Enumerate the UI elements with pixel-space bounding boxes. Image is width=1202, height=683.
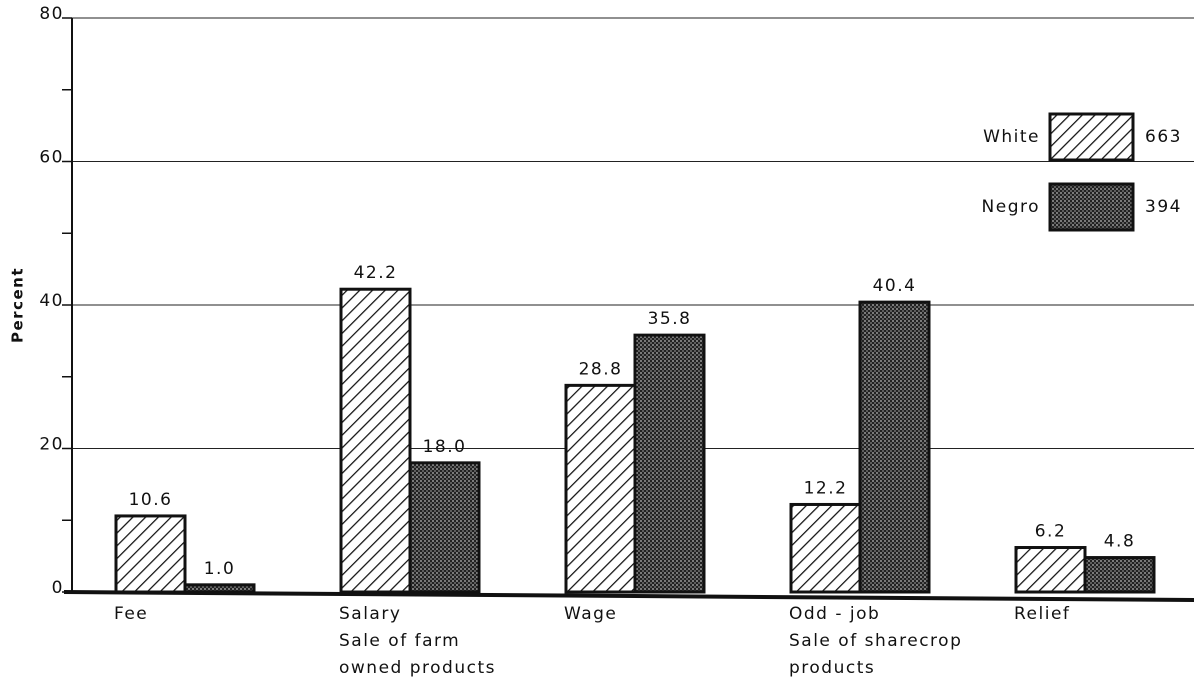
bar — [183, 583, 256, 594]
x-tick-label: products — [789, 658, 875, 678]
x-tick-label: Sale of farm — [339, 631, 460, 651]
y-tick-label: 0 — [52, 578, 64, 598]
data-label: 40.4 — [873, 276, 917, 296]
data-label: 4.8 — [1104, 532, 1136, 552]
data-label: 1.0 — [204, 559, 236, 579]
data-label: 28.8 — [579, 359, 623, 379]
data-label: 12.2 — [804, 478, 848, 498]
legend-swatch — [1048, 182, 1135, 232]
bar — [114, 514, 187, 594]
data-label: 18.0 — [423, 437, 467, 457]
bar — [858, 300, 931, 594]
x-tick-label: Relief — [1014, 604, 1070, 624]
bar — [564, 383, 637, 594]
x-tick-label: Fee — [114, 604, 148, 624]
x-tick-label: Odd - job — [789, 604, 880, 624]
x-tick-label: Wage — [564, 604, 617, 624]
legend-label: White — [983, 127, 1040, 147]
data-label: 10.6 — [129, 490, 173, 510]
bar — [789, 502, 862, 594]
y-tick-label: 40 — [39, 291, 64, 311]
legend-label: Negro — [982, 197, 1040, 217]
x-tick-label: Salary — [339, 604, 401, 624]
data-label: 6.2 — [1035, 522, 1067, 542]
x-tick-label: Sale of sharecrop — [789, 631, 962, 651]
bar — [1014, 546, 1087, 594]
legend-count: 394 — [1145, 197, 1182, 217]
x-tick-label: owned products — [339, 658, 496, 678]
y-tick-label: 20 — [39, 435, 64, 455]
data-label: 35.8 — [648, 309, 692, 329]
legend-swatch — [1048, 112, 1135, 162]
y-tick-label: 60 — [39, 148, 64, 168]
bar — [408, 461, 481, 594]
bar — [1083, 556, 1156, 594]
data-label: 42.2 — [354, 263, 398, 283]
bar — [339, 287, 412, 594]
y-tick-label: 80 — [39, 4, 64, 24]
legend-count: 663 — [1145, 127, 1182, 147]
bar — [633, 333, 706, 594]
y-axis-label: Percent — [9, 267, 27, 343]
x-axis — [63, 590, 1195, 602]
